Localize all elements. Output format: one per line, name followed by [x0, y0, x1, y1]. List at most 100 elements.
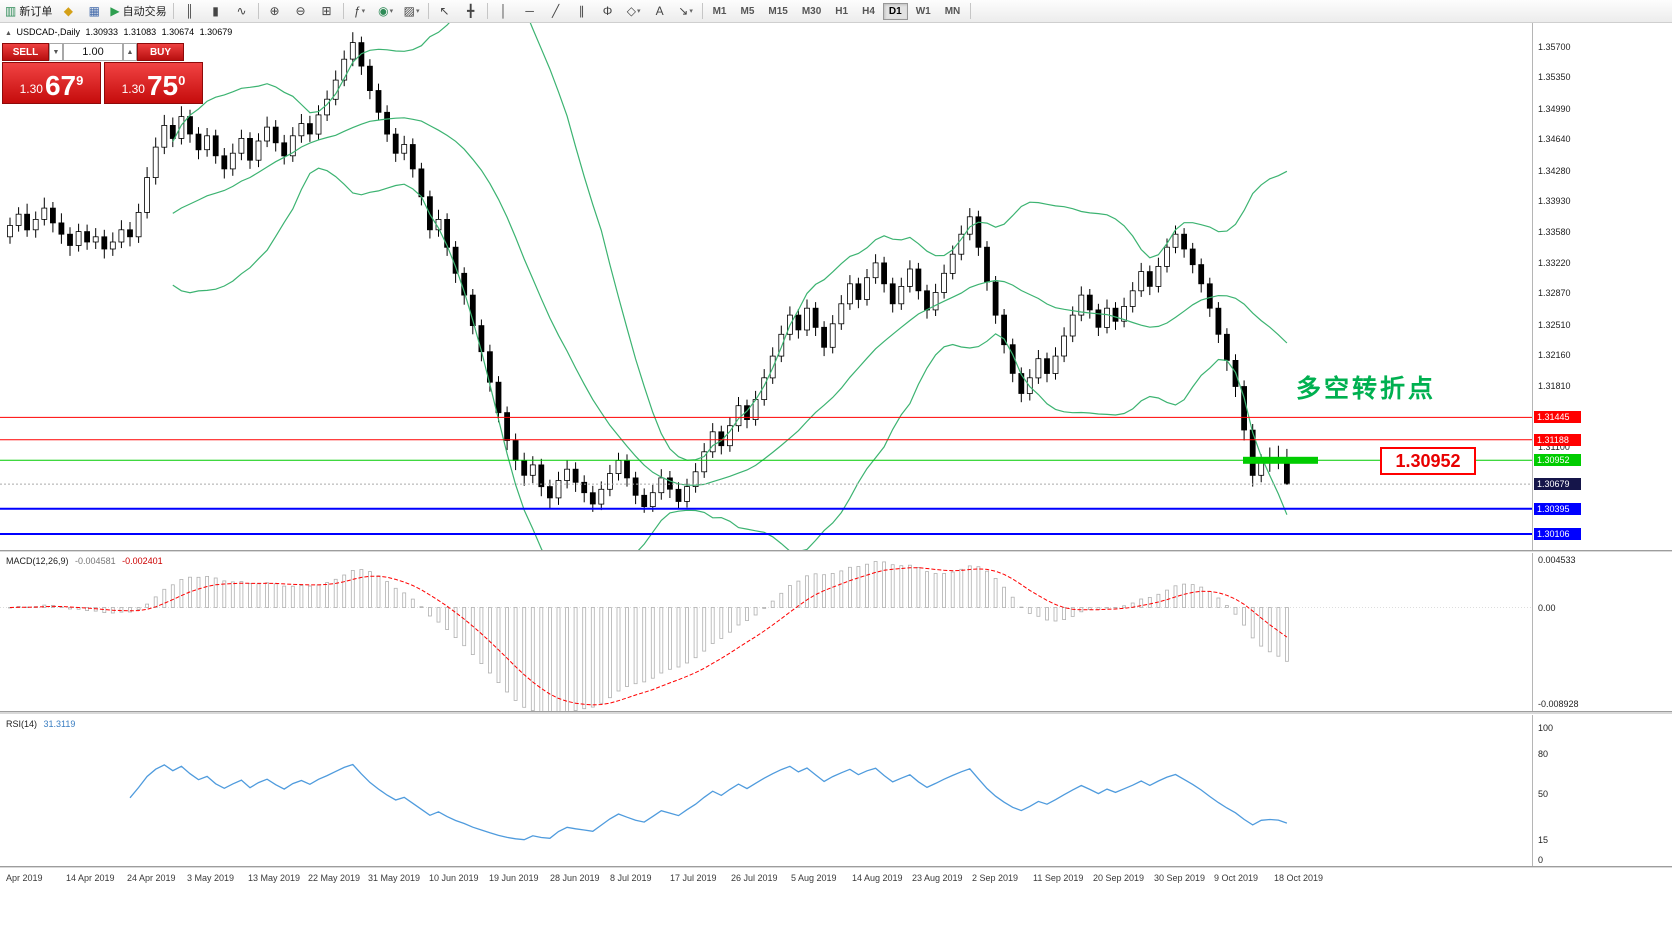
bar-chart-button[interactable]: ║ [177, 1, 203, 22]
timeframe-m5-button[interactable]: M5 [740, 5, 755, 17]
date-label: 3 May 2019 [187, 873, 235, 883]
timeframe-d1-button[interactable]: D1 [882, 2, 908, 20]
rsi-tick: 0 [1538, 855, 1544, 865]
toolbar-separator [342, 3, 344, 19]
price-scale-separator [1532, 23, 1533, 869]
line-chart-button[interactable]: ∿ [229, 1, 255, 22]
date-label: 8 Jul 2019 [610, 873, 652, 883]
chart-symbol-label: USDCAD-,Daily [16, 27, 80, 37]
sell-price-panel[interactable]: 1.30 67 9 [2, 62, 101, 104]
timeframe-m1-button[interactable]: M1 [712, 5, 727, 17]
zoom-out-icon: ⊖ [295, 4, 306, 18]
macd-signal-value: -0.002401 [122, 556, 163, 566]
horizontal-line-icon: ─ [525, 4, 534, 18]
trendline-button[interactable]: ╱ [543, 1, 569, 22]
chevron-down-icon: ▾ [415, 8, 420, 15]
macd-label: MACD(12,26,9) -0.004581 -0.002401 [6, 556, 163, 566]
cursor-button[interactable]: ↖ [432, 1, 458, 22]
date-label: 23 Aug 2019 [912, 873, 963, 883]
date-label: 22 May 2019 [308, 873, 361, 883]
timeframe-h4-button[interactable]: H4 [862, 5, 875, 17]
price-tick: 1.34990 [1538, 104, 1571, 114]
volume-decrease-button[interactable]: ▼ [49, 43, 63, 61]
volume-input[interactable]: 1.00 [63, 43, 123, 61]
candlestick-chart-button[interactable]: ▮ [203, 1, 229, 22]
date-label: 30 Sep 2019 [1154, 873, 1206, 883]
timeframe-m30-button[interactable]: M30 [801, 5, 822, 17]
zoom-in-icon: ⊕ [269, 4, 280, 18]
timeframe-h1-button[interactable]: H1 [835, 5, 849, 17]
date-label: 28 Jun 2019 [550, 873, 600, 883]
price-line-badge: 1.30106 [1534, 528, 1581, 540]
shapes-button[interactable]: ◇ ▾ [621, 1, 647, 22]
price-scale[interactable]: 1.35700 1.35350 1.34990 1.34640 1.34280 1.339… [1532, 0, 1672, 949]
price-line-badge: 1.31445 [1534, 411, 1581, 423]
buy-button[interactable]: BUY [137, 43, 184, 61]
price-tick: 1.31810 [1538, 381, 1571, 391]
bollinger-upper-band [172, 23, 1288, 461]
trendline-icon: ╱ [551, 4, 560, 18]
terminal-button[interactable]: ▦ [81, 1, 107, 22]
arrows-button[interactable]: ↘ ▾ [673, 1, 699, 22]
chevron-down-icon: ▾ [636, 8, 641, 15]
autotrading-button[interactable]: ▶ 自动交易 [107, 1, 169, 22]
timeframe-w1-button[interactable]: W1 [915, 5, 931, 17]
zoom-out-button[interactable]: ⊖ [288, 1, 314, 22]
sell-button[interactable]: SELL [2, 43, 49, 61]
panel-splitter[interactable] [0, 866, 1672, 869]
crosshair-button[interactable]: ╋ [458, 1, 484, 22]
time-scale[interactable]: Apr 2019 14 Apr 2019 24 Apr 2019 3 May 2019… [0, 869, 1532, 887]
price-tick: 1.34280 [1538, 166, 1571, 176]
price-chart-canvas[interactable] [0, 23, 1532, 550]
ohlc-open: 1.30933 [85, 27, 119, 37]
arrows-icon: ↘ [678, 4, 689, 18]
date-label: 2 Sep 2019 [972, 873, 1019, 883]
one-click-collapse-icon[interactable]: ▲ [5, 30, 12, 37]
price-callout-label[interactable]: 1.30952 [1380, 447, 1476, 475]
fibonacci-icon: Φ [602, 4, 613, 18]
date-label: 17 Jul 2019 [670, 873, 717, 883]
candlestick-chart-icon: ▮ [212, 4, 219, 18]
zoom-in-button[interactable]: ⊕ [262, 1, 288, 22]
tile-windows-button[interactable]: ⊞ [314, 1, 340, 22]
timeframe-mn-button[interactable]: MN [944, 5, 961, 17]
buy-price-prefix: 1.30 [121, 82, 145, 96]
ohlc-low: 1.30674 [161, 27, 195, 37]
buy-price-panel[interactable]: 1.30 75 0 [104, 62, 203, 104]
price-tick: 1.33580 [1538, 227, 1571, 237]
text-button[interactable]: A [647, 1, 673, 22]
panel-splitter[interactable] [0, 550, 1672, 553]
toolbar-separator [970, 3, 972, 19]
price-tick: 1.31100 [1538, 442, 1570, 452]
rsi-panel-canvas[interactable] [0, 715, 1532, 866]
timeframe-m15-button[interactable]: M15 [768, 5, 788, 17]
panel-splitter[interactable] [0, 711, 1672, 715]
macd-tick: 0.00 [1538, 603, 1556, 613]
shapes-icon: ◇ [626, 4, 636, 18]
terminal-icon: ▦ [88, 4, 101, 18]
vertical-line-button[interactable]: │ [491, 1, 517, 22]
new-order-button[interactable]: ▥ 新订单 [2, 1, 55, 22]
templates-button[interactable]: ▨ ▾ [399, 1, 425, 22]
channel-button[interactable]: ∥ [569, 1, 595, 22]
volume-increase-button[interactable]: ▲ [123, 43, 137, 61]
date-label: 9 Oct 2019 [1214, 873, 1259, 883]
metaeditor-button[interactable]: ◆ [55, 1, 81, 22]
macd-signal-line [9, 567, 1288, 706]
turning-point-annotation[interactable]: 多空转折点 [1296, 375, 1437, 403]
bollinger-lower-band [172, 167, 1288, 550]
price-line-badge: 1.30395 [1534, 503, 1581, 515]
macd-panel-canvas[interactable] [0, 553, 1532, 711]
thick-green-trend-segment[interactable] [1243, 456, 1318, 464]
buy-price-sup: 0 [178, 73, 186, 88]
toolbar-separator [172, 3, 174, 19]
fibonacci-button[interactable]: Φ [595, 1, 621, 22]
sell-price-sup: 9 [76, 73, 84, 88]
one-click-trading-panel: SELL ▼ 1.00 ▲ BUY 1.30 67 9 1.30 75 0 [2, 43, 206, 104]
periods-button[interactable]: ◉ ▾ [373, 1, 399, 22]
rsi-label: RSI(14) 31.3119 [6, 719, 75, 729]
indicators-button[interactable]: ƒ ▾ [347, 1, 373, 22]
tile-windows-icon: ⊞ [321, 4, 332, 18]
ohlc-high: 1.31083 [123, 27, 157, 37]
horizontal-line-button[interactable]: ─ [517, 1, 543, 22]
